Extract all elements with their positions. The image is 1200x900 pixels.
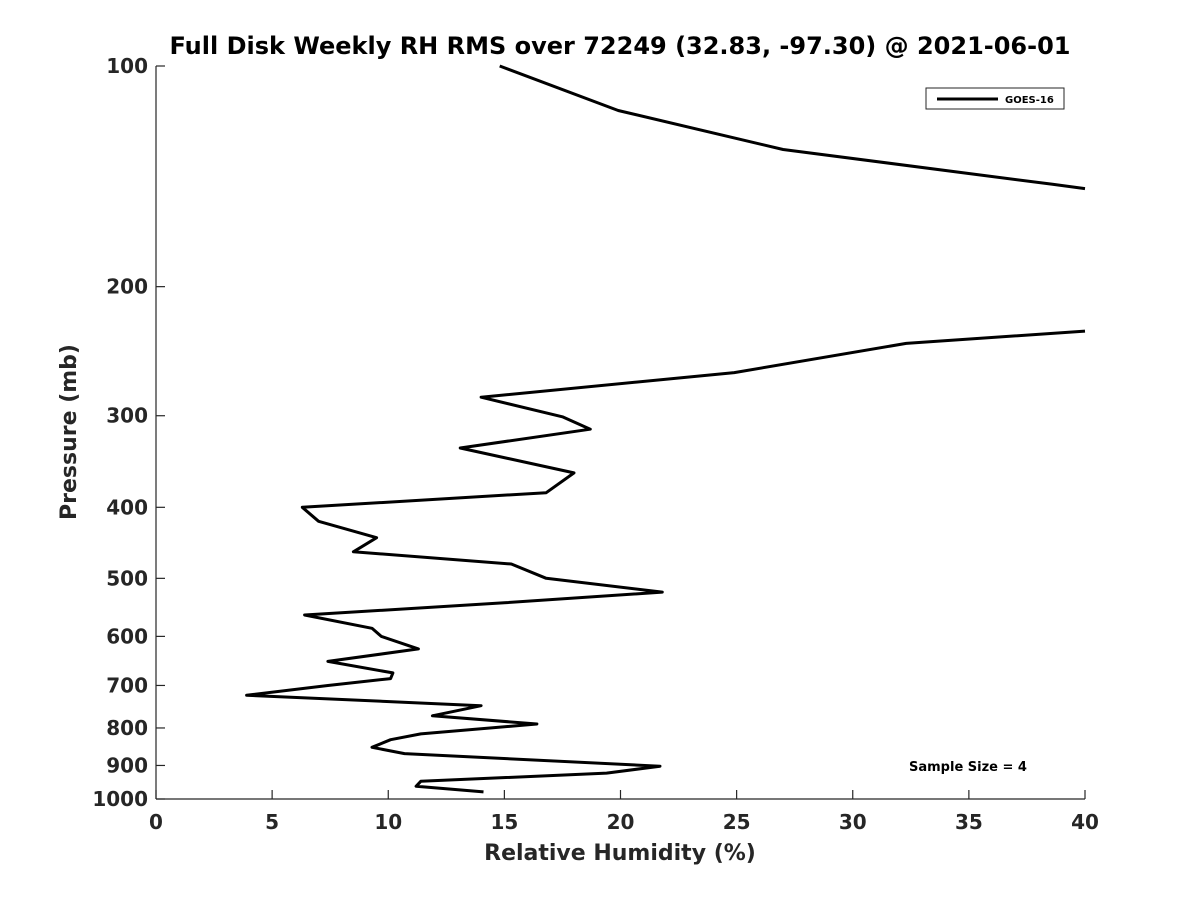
y-tick-label: 800 xyxy=(106,716,148,740)
x-tick-label: 40 xyxy=(1071,810,1099,834)
series-lines xyxy=(245,64,1086,794)
y-axis-label: Pressure (mb) xyxy=(57,344,82,520)
legend-entry-goes-16: GOES-16 xyxy=(1005,95,1054,106)
y-tick-label: 200 xyxy=(106,275,148,299)
y-tick-label: 600 xyxy=(106,624,148,648)
x-tick-label: 35 xyxy=(955,810,983,834)
series-line-goes-16 xyxy=(245,329,1086,794)
x-tick-label: 30 xyxy=(839,810,867,834)
y-tick-label: 700 xyxy=(106,673,148,697)
x-ticks: 0 5 10 15 20 25 30 35 40 xyxy=(149,790,1099,834)
chart-title: Full Disk Weekly RH RMS over 72249 (32.8… xyxy=(169,32,1070,60)
y-tick-label: 100 xyxy=(106,54,148,78)
sample-size-annotation: Sample Size = 4 xyxy=(909,760,1027,775)
y-tick-label: 500 xyxy=(106,566,148,590)
x-tick-label: 10 xyxy=(374,810,402,834)
x-axis-label: Relative Humidity (%) xyxy=(484,841,756,866)
x-tick-label: 25 xyxy=(723,810,751,834)
series-line-goes-16 xyxy=(499,64,1086,191)
x-tick-label: 15 xyxy=(490,810,518,834)
y-tick-label: 400 xyxy=(106,495,148,519)
y-tick-label: 1000 xyxy=(92,787,148,811)
y-tick-label: 300 xyxy=(106,404,148,428)
x-tick-label: 20 xyxy=(607,810,635,834)
y-tick-label: 900 xyxy=(106,753,148,777)
legend: GOES-16 xyxy=(925,87,1065,110)
x-tick-label: 5 xyxy=(265,810,279,834)
x-tick-label: 0 xyxy=(149,810,163,834)
y-ticks: 100 200 300 400 500 600 700 800 900 1000 xyxy=(92,54,165,811)
